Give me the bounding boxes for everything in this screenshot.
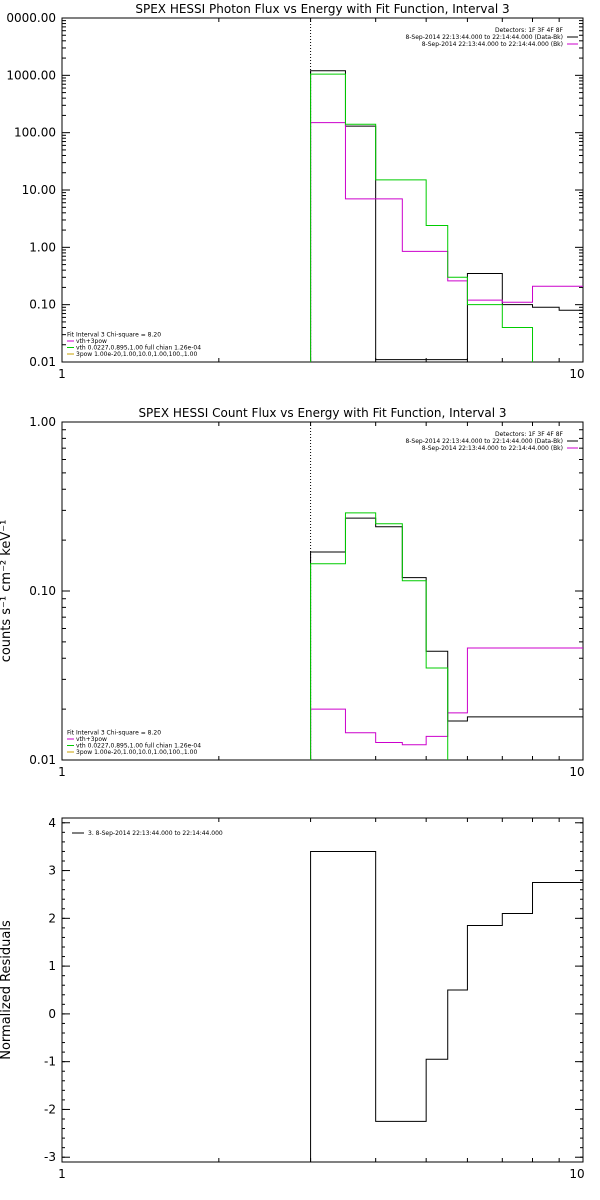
legend-entry: 3. 8-Sep-2014 22:13:44.000 to 22:14:44.0… xyxy=(88,830,223,837)
y-tick-label: -3 xyxy=(44,1150,56,1164)
chart-1 xyxy=(61,17,584,363)
y-tick-label: 3 xyxy=(48,864,56,878)
x-tick-label: 1 xyxy=(58,367,66,381)
legend-bottom-entry: vth 0.0227,0.895,1.00 full chian 1.26e-0… xyxy=(76,345,201,352)
series-residuals xyxy=(310,850,583,1162)
series-data-bk xyxy=(310,70,583,362)
y-tick-label: 0 xyxy=(48,1007,56,1021)
y-tick-label: 1.00 xyxy=(29,240,56,254)
chart-title: SPEX HESSI Photon Flux vs Energy with Fi… xyxy=(135,2,509,16)
y-tick-label: 0.01 xyxy=(29,355,56,369)
legend-top-entry: Detectors: 1F 3F 4F 8F xyxy=(495,27,564,34)
legend-bottom-entry: vth 0.0227,0.895,1.00 full chian 1.26e-0… xyxy=(76,743,201,750)
legend-bottom-entry: 3pow 1.00e-20,1.00,10.0,1.00,100.,1.00 xyxy=(76,749,197,756)
x-tick-label: 10 xyxy=(569,1167,584,1181)
y-tick-label: 1000.00 xyxy=(6,68,56,82)
y-tick-label: 4 xyxy=(48,816,56,830)
legend-top-entry: 8-Sep-2014 22:13:44.000 to 22:14:44.000 … xyxy=(422,41,563,48)
chart-title: SPEX HESSI Count Flux vs Energy with Fit… xyxy=(138,406,506,420)
plot-frame xyxy=(61,817,584,1163)
x-tick-label: 1 xyxy=(58,765,66,779)
legend-bottom-entry: Fit Interval 3 Chi-square = 8.20 xyxy=(67,730,161,737)
y-axis-label: counts s⁻¹ cm⁻² keV⁻¹ xyxy=(0,520,14,663)
y-tick-label: 0.10 xyxy=(29,584,56,598)
legend-bottom-entry: 3pow 1.00e-20,1.00,10.0,1.00,100.,1.00 xyxy=(76,351,197,358)
y-tick-label: -2 xyxy=(44,1102,56,1116)
legend-bottom-entry: vth+3pow xyxy=(76,736,107,743)
chart-2 xyxy=(61,421,584,761)
y-tick-label: 0.01 xyxy=(29,753,56,767)
y-axis-label: Normalized Residuals xyxy=(0,920,14,1060)
series-fit xyxy=(310,73,534,362)
series-fit xyxy=(310,512,449,760)
legend-top-entry: Detectors: 1F 3F 4F 8F xyxy=(495,431,564,438)
x-tick-label: 10 xyxy=(569,367,584,381)
legend-bottom-entry: vth+3pow xyxy=(76,338,107,345)
y-tick-label: 100.00 xyxy=(14,126,56,140)
plot-frame xyxy=(61,17,584,363)
y-tick-label: 0.10 xyxy=(29,298,56,312)
chart-3 xyxy=(61,817,584,1163)
legend-top-entry: 8-Sep-2014 22:13:44.000 to 22:14:44.000 … xyxy=(405,438,563,445)
y-tick-label: 1.00 xyxy=(29,415,56,429)
x-tick-label: 10 xyxy=(569,765,584,779)
legend-top-entry: 8-Sep-2014 22:13:44.000 to 22:14:44.000 … xyxy=(422,445,563,452)
x-tick-label: 1 xyxy=(58,1167,66,1181)
y-tick-label: 2 xyxy=(48,911,56,925)
y-tick-label: 10.00 xyxy=(22,183,56,197)
series-data-bk xyxy=(310,517,583,760)
y-tick-label: 1 xyxy=(48,959,56,973)
y-tick-label: -1 xyxy=(44,1055,56,1069)
series-bk xyxy=(310,647,583,760)
y-tick-label: 0000.00 xyxy=(6,11,56,25)
legend-top-entry: 8-Sep-2014 22:13:44.000 to 22:14:44.000 … xyxy=(405,34,563,41)
legend-bottom-entry: Fit Interval 3 Chi-square = 8.20 xyxy=(67,332,161,339)
series-bk xyxy=(310,122,583,362)
